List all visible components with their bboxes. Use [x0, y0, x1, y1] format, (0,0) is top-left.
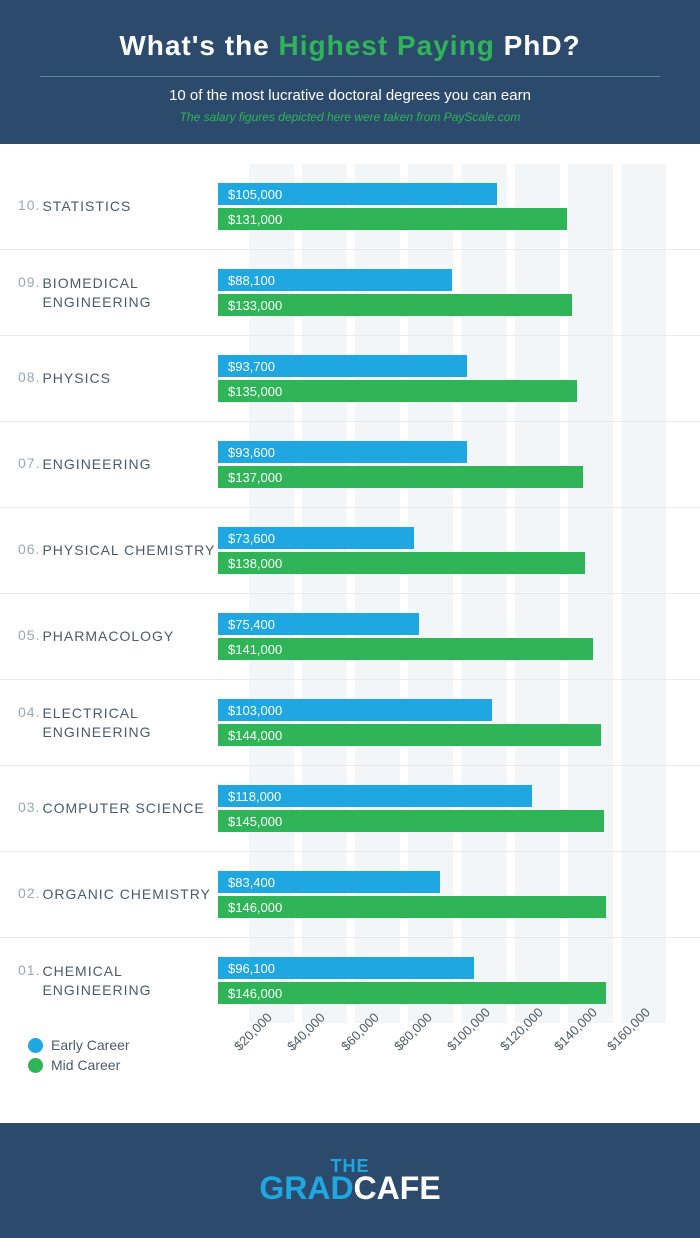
chart-row: 02.ORGANIC CHEMISTRY$83,400$146,000 — [0, 852, 700, 938]
logo-bottom-b: CAFE — [354, 1170, 441, 1206]
legend-swatch-mid — [28, 1058, 43, 1073]
bar-early: $93,600 — [218, 441, 467, 463]
legend-mid: Mid Career — [28, 1057, 130, 1073]
footer: THE GRADCAFE — [0, 1123, 700, 1238]
title-post: PhD? — [495, 30, 581, 61]
bar-mid: $144,000 — [218, 724, 601, 746]
chart-row: 06.PHYSICAL CHEMISTRY$73,600 $138,000 — [0, 508, 700, 594]
bar-early: $88,100 — [218, 269, 452, 291]
header: What's the Highest Paying PhD? 10 of the… — [0, 0, 700, 144]
chart-row: 08.PHYSICS$93,700$135,000 — [0, 336, 700, 422]
row-label: 04.ELECTRICAL ENGINEERING — [18, 704, 218, 740]
bar-mid: $135,000 — [218, 380, 577, 402]
row-name: COMPUTER SCIENCE — [42, 799, 204, 817]
row-name: PHYSICAL CHEMISTRY — [42, 541, 215, 559]
legend-early-label: Early Career — [51, 1037, 130, 1053]
row-label: 10.STATISTICS — [18, 197, 218, 215]
row-bars: $93,600 $137,000 — [218, 438, 665, 491]
row-label: 03.COMPUTER SCIENCE — [18, 799, 218, 817]
legend-swatch-early — [28, 1038, 43, 1053]
chart-row: 01.CHEMICAL ENGINEERING$96,100 $146,000 — [0, 938, 700, 1023]
bar-mid: $137,000 — [218, 466, 583, 488]
row-rank: 10. — [18, 197, 40, 213]
source-note: The salary figures depicted here were ta… — [40, 110, 660, 124]
title-pre: What's the — [119, 30, 278, 61]
bar-early: $96,100 — [218, 957, 474, 979]
logo-bottom: GRADCAFE — [259, 1175, 440, 1202]
row-rank: 06. — [18, 541, 40, 557]
row-bars: $105,000 $131,000 — [218, 180, 665, 233]
row-label: 01.CHEMICAL ENGINEERING — [18, 962, 218, 998]
row-bars: $103,000 $144,000 — [218, 696, 665, 749]
row-label: 02.ORGANIC CHEMISTRY — [18, 885, 218, 903]
bar-mid: $141,000 — [218, 638, 593, 660]
bar-mid: $131,000 — [218, 208, 567, 230]
chart-area: 10.STATISTICS$105,000$131,00009.BIOMEDIC… — [0, 144, 700, 1023]
row-label: 06.PHYSICAL CHEMISTRY — [18, 541, 218, 559]
row-name: PHYSICS — [42, 369, 110, 387]
row-rank: 04. — [18, 704, 40, 720]
row-bars: $96,100 $146,000 — [218, 954, 665, 1007]
row-bars: $75,400 $141,000 — [218, 610, 665, 663]
bar-early: $118,000 — [218, 785, 532, 807]
row-bars: $118,000 $145,000 — [218, 782, 665, 835]
axis-area: Early Career Mid Career $20,000$40,000$6… — [218, 1023, 665, 1123]
row-rank: 07. — [18, 455, 40, 471]
logo-bottom-a: GRAD — [259, 1170, 353, 1206]
row-bars: $88,100 $133,000 — [218, 266, 665, 319]
bar-mid: $146,000 — [218, 982, 606, 1004]
row-bars: $73,600 $138,000 — [218, 524, 665, 577]
chart-row: 03.COMPUTER SCIENCE$118,000$145,000 — [0, 766, 700, 852]
row-bars: $93,700 $135,000 — [218, 352, 665, 405]
row-label: 07.ENGINEERING — [18, 455, 218, 473]
chart-row: 04.ELECTRICAL ENGINEERING$103,000 $144,00… — [0, 680, 700, 766]
row-name: ORGANIC CHEMISTRY — [42, 885, 210, 903]
row-name: BIOMEDICAL ENGINEERING — [42, 274, 218, 310]
bar-early: $75,400 — [218, 613, 419, 635]
legend-early: Early Career — [28, 1037, 130, 1053]
row-name: PHARMACOLOGY — [42, 627, 174, 645]
subtitle: 10 of the most lucrative doctoral degree… — [40, 87, 660, 104]
bar-early: $93,700 — [218, 355, 467, 377]
row-rank: 05. — [18, 627, 40, 643]
row-rank: 01. — [18, 962, 40, 978]
row-rank: 03. — [18, 799, 40, 815]
row-name: ENGINEERING — [42, 455, 151, 473]
bar-mid: $145,000 — [218, 810, 604, 832]
chart-rows: 10.STATISTICS$105,000$131,00009.BIOMEDIC… — [0, 164, 700, 1023]
row-name: CHEMICAL ENGINEERING — [42, 962, 218, 998]
bar-early: $73,600 — [218, 527, 414, 549]
row-rank: 08. — [18, 369, 40, 385]
bar-mid: $133,000 — [218, 294, 572, 316]
row-bars: $83,400 $146,000 — [218, 868, 665, 921]
row-rank: 02. — [18, 885, 40, 901]
chart-row: 05.PHARMACOLOGY$75,400$141,000 — [0, 594, 700, 680]
page-title: What's the Highest Paying PhD? — [40, 30, 660, 62]
bar-mid: $138,000 — [218, 552, 585, 574]
chart-row: 10.STATISTICS$105,000$131,000 — [0, 164, 700, 250]
header-divider — [40, 76, 660, 77]
bar-early: $83,400 — [218, 871, 440, 893]
legend-mid-label: Mid Career — [51, 1057, 120, 1073]
row-label: 08.PHYSICS — [18, 369, 218, 387]
row-label: 09.BIOMEDICAL ENGINEERING — [18, 274, 218, 310]
chart-row: 09.BIOMEDICAL ENGINEERING$88,100 $133,000 — [0, 250, 700, 336]
title-highlight: Highest Paying — [279, 30, 495, 61]
bar-mid: $146,000 — [218, 896, 606, 918]
row-name: ELECTRICAL ENGINEERING — [42, 704, 218, 740]
row-rank: 09. — [18, 274, 40, 290]
logo: THE GRADCAFE — [259, 1159, 440, 1201]
row-name: STATISTICS — [42, 197, 131, 215]
row-label: 05.PHARMACOLOGY — [18, 627, 218, 645]
bar-early: $103,000 — [218, 699, 492, 721]
chart-row: 07.ENGINEERING$93,600$137,000 — [0, 422, 700, 508]
bar-early: $105,000 — [218, 183, 497, 205]
legend: Early Career Mid Career — [28, 1033, 130, 1077]
